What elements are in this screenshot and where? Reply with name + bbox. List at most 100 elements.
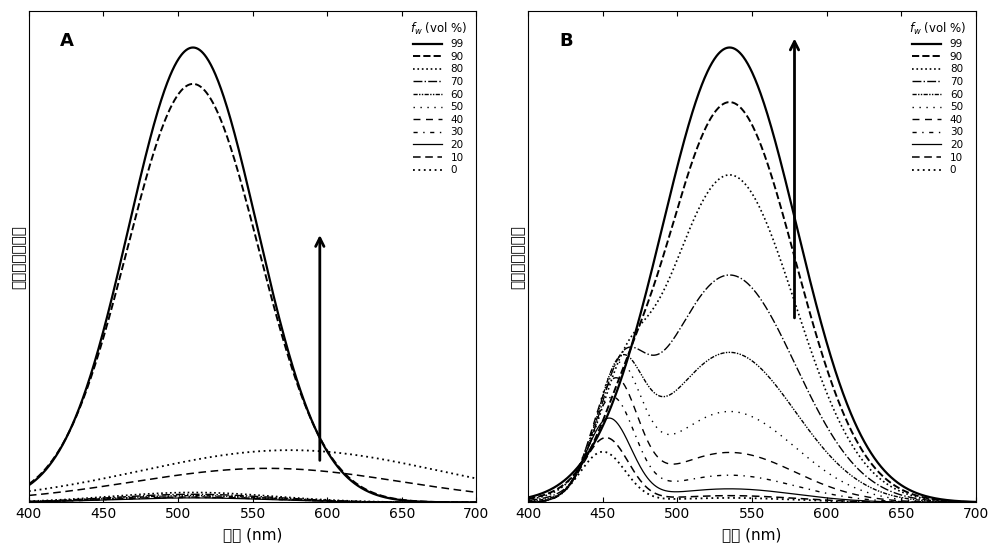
50 xyxy=(409,499,421,505)
0 xyxy=(550,494,562,500)
10 xyxy=(283,466,295,472)
10 xyxy=(363,473,375,480)
99 xyxy=(862,445,874,452)
30 xyxy=(409,499,421,505)
99 xyxy=(309,424,321,430)
99 xyxy=(363,488,375,495)
0 xyxy=(309,447,321,454)
99 xyxy=(522,494,534,500)
30 xyxy=(550,494,562,500)
90 xyxy=(283,357,295,363)
10 xyxy=(970,499,982,506)
0 xyxy=(908,499,920,505)
10 xyxy=(295,466,307,473)
20 xyxy=(794,492,806,498)
0 xyxy=(808,497,820,504)
90 xyxy=(187,81,199,87)
20 xyxy=(522,499,534,505)
50 xyxy=(522,498,534,505)
Line: 40: 40 xyxy=(528,378,976,503)
80 xyxy=(50,497,62,503)
20 xyxy=(187,494,199,501)
90 xyxy=(794,275,806,282)
Line: 10: 10 xyxy=(528,437,976,503)
0 xyxy=(50,484,62,491)
70 xyxy=(23,498,35,505)
80 xyxy=(309,496,321,503)
20 xyxy=(862,498,874,504)
10 xyxy=(309,467,321,474)
30 xyxy=(862,496,874,503)
90 xyxy=(808,324,820,330)
30 xyxy=(363,499,375,505)
Legend: 99, 90, 80, 70, 60, 50, 40, 30, 20, 10, 0: 99, 90, 80, 70, 60, 50, 40, 30, 20, 10, … xyxy=(905,17,971,179)
80 xyxy=(470,499,482,506)
30 xyxy=(808,487,820,494)
20 xyxy=(23,499,35,505)
80 xyxy=(794,316,806,323)
99 xyxy=(970,499,982,505)
0 xyxy=(295,447,307,453)
60 xyxy=(724,349,736,356)
40 xyxy=(309,497,321,504)
20 xyxy=(295,497,307,504)
50 xyxy=(614,359,626,366)
Line: 90: 90 xyxy=(528,102,976,502)
30 xyxy=(606,394,618,400)
70 xyxy=(363,498,375,505)
40 xyxy=(610,374,622,381)
0 xyxy=(23,488,35,494)
20 xyxy=(470,499,482,506)
50 xyxy=(794,448,806,455)
50 xyxy=(283,496,295,503)
10 xyxy=(50,489,62,496)
30 xyxy=(783,481,795,488)
0 xyxy=(862,499,874,505)
Line: 90: 90 xyxy=(29,84,476,503)
80 xyxy=(522,496,534,503)
80 xyxy=(783,280,795,287)
30 xyxy=(283,497,295,503)
50 xyxy=(309,497,321,504)
99 xyxy=(283,352,295,358)
60 xyxy=(295,496,307,503)
60 xyxy=(862,483,874,489)
Text: A: A xyxy=(60,32,74,50)
60 xyxy=(783,399,795,406)
60 xyxy=(550,493,562,499)
30 xyxy=(522,499,534,505)
60 xyxy=(283,495,295,502)
10 xyxy=(470,489,482,495)
0 xyxy=(794,497,806,503)
90 xyxy=(908,492,920,498)
40 xyxy=(970,499,982,506)
90 xyxy=(50,451,62,458)
99 xyxy=(724,44,736,51)
90 xyxy=(724,99,736,106)
Line: 40: 40 xyxy=(29,497,476,503)
60 xyxy=(808,434,820,440)
90 xyxy=(295,392,307,398)
60 xyxy=(794,415,806,422)
30 xyxy=(309,498,321,504)
70 xyxy=(50,497,62,504)
50 xyxy=(295,497,307,503)
40 xyxy=(295,497,307,503)
80 xyxy=(808,356,820,362)
99 xyxy=(470,499,482,506)
70 xyxy=(970,499,982,505)
70 xyxy=(783,347,795,354)
90 xyxy=(970,499,982,505)
60 xyxy=(187,492,199,499)
40 xyxy=(794,471,806,478)
40 xyxy=(908,498,920,505)
60 xyxy=(522,498,534,504)
30 xyxy=(470,499,482,506)
50 xyxy=(187,493,199,500)
10 xyxy=(262,465,274,472)
30 xyxy=(187,494,199,501)
Line: 20: 20 xyxy=(29,498,476,503)
Line: 30: 30 xyxy=(528,397,976,503)
0 xyxy=(522,499,534,505)
10 xyxy=(808,496,820,503)
